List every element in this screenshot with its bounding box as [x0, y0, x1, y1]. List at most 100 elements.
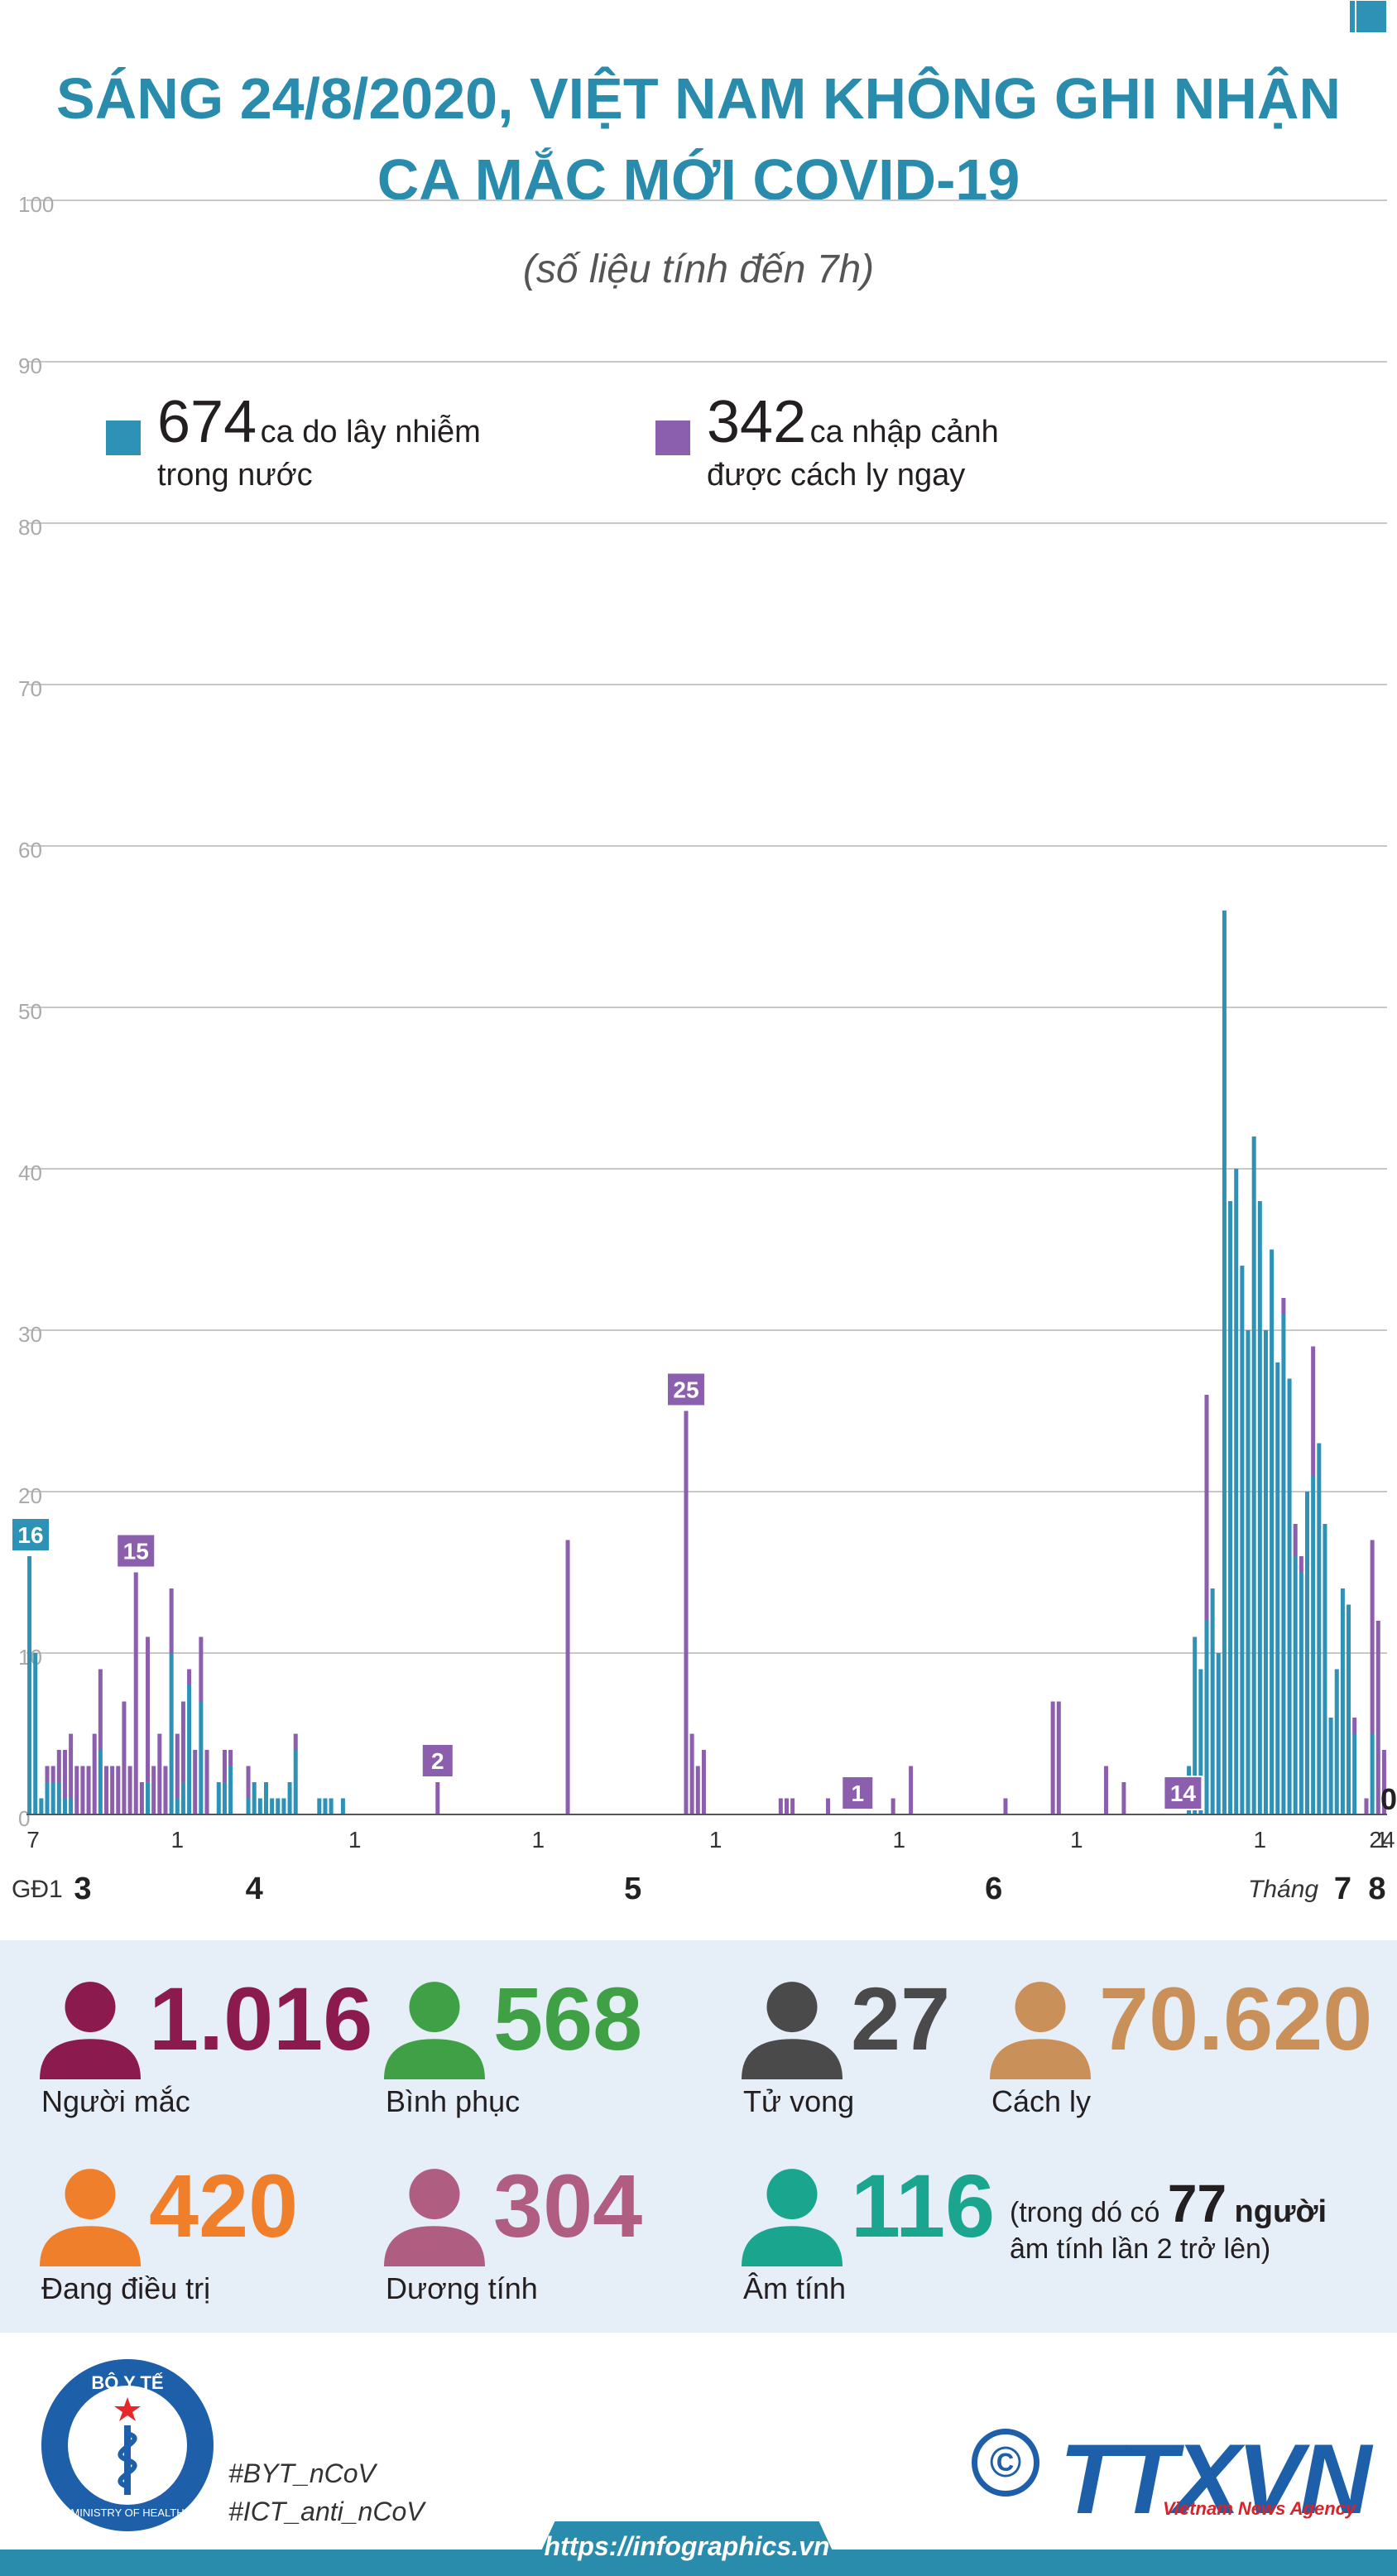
bar-domestic	[56, 1782, 61, 1814]
bar-domestic	[1340, 1588, 1345, 1814]
ministry-of-health-logo: BỘ Y TẾ MINISTRY OF HEALTH	[41, 2359, 214, 2531]
bar-imported	[180, 1701, 185, 1782]
x-tick-label: 1	[1254, 1827, 1267, 1853]
stat-positive-number: 304	[493, 2155, 643, 2256]
bar-imported	[151, 1766, 156, 1814]
bar-imported	[69, 1733, 74, 1799]
bar-domestic	[252, 1782, 257, 1814]
bar-imported	[116, 1766, 121, 1814]
bar-domestic	[1240, 1266, 1245, 1814]
bar-domestic	[1216, 1653, 1221, 1814]
bar-imported	[684, 1411, 689, 1814]
hashtag-byt: #BYT_nCoV	[228, 2458, 376, 2488]
bar-domestic	[1198, 1669, 1203, 1814]
bar-imported	[1204, 1395, 1209, 1621]
stat-quarantine-label: Cách ly	[991, 2084, 1092, 2118]
stat-recovered-number: 568	[493, 1968, 643, 2069]
bar-imported	[139, 1782, 144, 1814]
bar-chart: 0102030405060708090100161522511426563842…	[11, 0, 1397, 1906]
website-link[interactable]: https://infographics.vn	[544, 2531, 830, 2561]
bar-domestic	[1311, 1475, 1316, 1814]
bar-value-badge	[665, 1372, 706, 1407]
legend-imported-number: 342	[707, 389, 807, 455]
subtitle: (số liệu tính đến 7h)	[522, 248, 875, 291]
y-tick-label: 80	[18, 515, 42, 540]
negative-note: (trong dó có 77 người âm tính lần 2 trở …	[1010, 2177, 1327, 2267]
bar-imported	[169, 1588, 174, 1653]
bar-imported	[56, 1750, 61, 1782]
x-tick-label: 1	[1070, 1827, 1083, 1853]
stat-negative-label: Âm tính	[743, 2271, 847, 2305]
x-tick-label: 7	[26, 1827, 40, 1853]
month-axis-title: Tháng	[1248, 1876, 1318, 1903]
stat-deaths-label: Tử vong	[743, 2084, 855, 2118]
bar-value-label: 0	[1380, 1782, 1397, 1816]
legend-domestic: 674 ca do lây nhiễm trong nước	[106, 389, 481, 495]
bar-domestic	[1328, 1718, 1333, 1814]
stat-deaths-number: 27	[851, 1968, 951, 2069]
bar-domestic	[276, 1798, 281, 1814]
stat-negative-number: 116	[851, 2155, 996, 2256]
bar-imported	[1003, 1798, 1008, 1814]
bar-value-badge	[116, 1533, 156, 1569]
bar-imported	[1381, 1750, 1386, 1814]
person-icon	[40, 2169, 141, 2266]
bar-domestic	[98, 1750, 103, 1814]
x-tick-label: 1	[531, 1827, 545, 1853]
bar-domestic	[199, 1701, 204, 1814]
legend-swatch-imported	[655, 421, 690, 455]
bar-domestic	[329, 1798, 334, 1814]
bar-imported	[199, 1636, 204, 1702]
bar-domestic	[1370, 1733, 1375, 1814]
bar-imported	[110, 1766, 115, 1814]
bar-imported	[86, 1766, 91, 1814]
month-label: 8	[1368, 1872, 1385, 1906]
bar-imported	[1375, 1621, 1380, 1814]
bar-imported	[80, 1766, 85, 1814]
bar-imported	[909, 1766, 914, 1814]
bar-imported	[891, 1798, 895, 1814]
bar-imported	[133, 1572, 138, 1814]
bar-domestic	[1210, 1588, 1215, 1814]
note-prefix: (trong dó có	[1010, 2197, 1160, 2228]
bar-domestic	[293, 1750, 298, 1814]
person-icon	[742, 1982, 843, 2079]
bar-domestic	[1204, 1621, 1209, 1814]
bar-imported	[293, 1733, 298, 1750]
stat-quarantine-number: 70.620	[1099, 1968, 1373, 2069]
bar-domestic	[1287, 1378, 1292, 1814]
bar-imported	[1364, 1798, 1369, 1814]
bar-value-label: 2	[431, 1748, 444, 1774]
bar-imported	[163, 1766, 168, 1814]
bar-imported	[790, 1798, 795, 1814]
note-suffix: người	[1234, 2194, 1327, 2229]
bar-value-label: 15	[123, 1539, 149, 1564]
bar-imported	[98, 1669, 103, 1750]
stat-treating-label: Đang điều trị	[41, 2271, 211, 2305]
month-label: 5	[624, 1872, 641, 1906]
bar-imported	[1299, 1556, 1303, 1573]
bar-domestic	[1246, 1330, 1251, 1814]
phase-label: GĐ1	[12, 1876, 63, 1903]
bar-imported	[222, 1750, 227, 1782]
bar-domestic	[180, 1782, 185, 1814]
bar-domestic	[263, 1782, 268, 1814]
note-line2: âm tính lần 2 trở lên)	[1010, 2233, 1271, 2265]
legend-domestic-text1: ca do lây nhiễm	[260, 415, 481, 449]
bar-imported	[784, 1798, 789, 1814]
bar-domestic	[27, 1556, 32, 1814]
bar-imported	[1050, 1701, 1055, 1814]
bar-domestic	[281, 1798, 286, 1814]
bar-value-badge	[841, 1776, 875, 1810]
bar-value-badge	[420, 1743, 454, 1778]
title-line-1: SÁNG 24/8/2020, VIỆT NAM KHÔNG GHI NHẬN	[56, 66, 1341, 131]
bar-domestic	[1334, 1669, 1339, 1814]
bar-domestic	[175, 1798, 180, 1814]
bar-domestic	[270, 1798, 275, 1814]
bar-domestic	[1293, 1556, 1298, 1814]
ttxvn-logo: TTXVN	[1059, 2424, 1371, 2535]
bar-domestic	[216, 1782, 221, 1814]
bar-imported	[435, 1782, 440, 1814]
bar-domestic	[50, 1782, 55, 1814]
bar-imported	[74, 1766, 79, 1814]
